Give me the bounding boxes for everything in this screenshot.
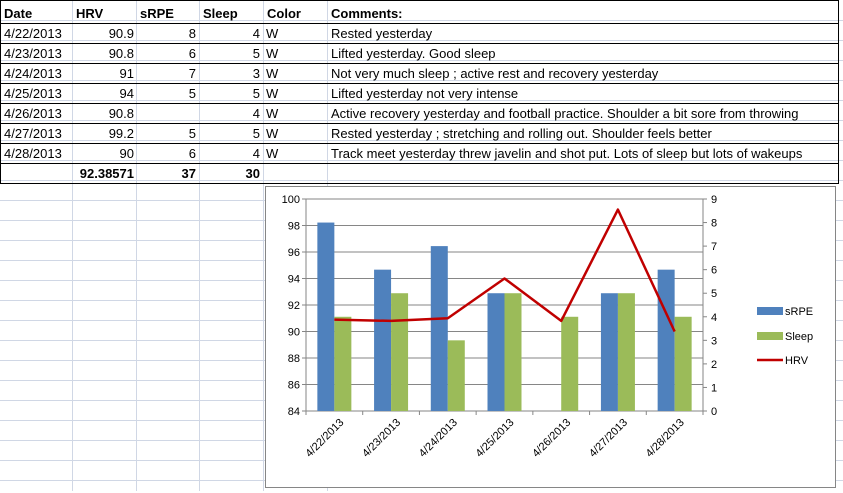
header-comments[interactable]: Comments: [331, 6, 403, 21]
cell-srpe[interactable]: 8 [188, 26, 196, 41]
cell-sleep[interactable]: 5 [252, 126, 260, 141]
cell-color[interactable]: W [266, 146, 279, 161]
legend-label: sRPE [785, 306, 813, 318]
y2-tick-label: 7 [711, 241, 717, 253]
y2-tick-label: 0 [711, 406, 717, 418]
header-date[interactable]: Date [4, 6, 33, 21]
cell-date[interactable]: 4/22/2013 [4, 26, 62, 41]
cell-srpe[interactable]: 5 [188, 86, 196, 101]
cell-srpe[interactable]: 6 [188, 46, 196, 61]
cell-comment[interactable]: Rested yesterday [331, 26, 433, 41]
y-tick-label: 86 [288, 380, 300, 392]
y-tick-label: 100 [282, 194, 300, 206]
y2-tick-label: 4 [711, 312, 717, 324]
legend: sRPE Sleep HRV [757, 306, 813, 367]
cell-sleep[interactable]: 4 [252, 26, 260, 41]
cell-color[interactable]: W [266, 86, 279, 101]
bar-srpe [317, 222, 335, 411]
legend-swatch-sleep [757, 332, 783, 340]
cell-srpe[interactable]: 6 [188, 146, 196, 161]
bar-srpe [600, 293, 618, 411]
chart-border [265, 186, 836, 488]
cell-hrv[interactable]: 90.8 [108, 106, 134, 121]
y-tick-label: 90 [288, 327, 300, 339]
y-tick-label: 88 [288, 353, 300, 365]
cell-sleep[interactable]: 4 [252, 146, 260, 161]
legend-label: HRV [785, 355, 809, 367]
bar-srpe [374, 269, 392, 411]
cell-hrv[interactable]: 91 [119, 66, 134, 81]
bar-sleep [617, 293, 635, 411]
total-sleep[interactable]: 30 [245, 166, 260, 181]
y2-tick-label: 2 [711, 359, 717, 371]
bar-srpe [657, 269, 675, 411]
y2-tick-label: 9 [711, 194, 717, 206]
y2-tick-label: 1 [711, 382, 717, 394]
cell-comment[interactable]: Lifted yesterday. Good sleep [331, 46, 496, 61]
cell-hrv[interactable]: 90.9 [108, 26, 134, 41]
y-tick-label: 84 [288, 406, 300, 418]
y-tick-label: 94 [288, 274, 300, 286]
cell-srpe[interactable]: 7 [188, 66, 196, 81]
bar-sleep [334, 316, 352, 411]
cell-color[interactable]: W [266, 66, 279, 81]
cell-date[interactable]: 4/25/2013 [4, 86, 62, 101]
cell-date[interactable]: 4/24/2013 [4, 66, 62, 81]
cell-sleep[interactable]: 3 [252, 66, 260, 81]
y2-tick-label: 6 [711, 265, 717, 277]
cell-color[interactable]: W [266, 26, 279, 41]
header-sleep[interactable]: Sleep [203, 6, 238, 21]
header-srpe[interactable]: sRPE [140, 6, 174, 21]
bar-sleep [674, 316, 692, 411]
y-tick-label: 98 [288, 221, 300, 233]
cell-comment[interactable]: Active recovery yesterday and football p… [331, 106, 799, 121]
bar-sleep [504, 293, 522, 411]
cell-hrv[interactable]: 99.2 [108, 126, 134, 141]
cell-comment[interactable]: Track meet yesterday threw javelin and s… [331, 146, 803, 161]
legend-swatch-srpe [757, 307, 783, 315]
cell-sleep[interactable]: 5 [252, 46, 260, 61]
y-tick-label: 96 [288, 247, 300, 259]
bar-sleep [447, 340, 465, 411]
cell-comment[interactable]: Rested yesterday ; stretching and rollin… [331, 126, 712, 141]
cell-date[interactable]: 4/23/2013 [4, 46, 62, 61]
cell-srpe[interactable]: 5 [188, 126, 196, 141]
y2-tick-label: 8 [711, 218, 717, 230]
header-color[interactable]: Color [267, 6, 301, 21]
y2-tick-label: 3 [711, 335, 717, 347]
total-srpe[interactable]: 37 [181, 166, 196, 181]
y2-tick-label: 5 [711, 288, 717, 300]
cell-hrv[interactable]: 90.8 [108, 46, 134, 61]
cell-date[interactable]: 4/28/2013 [4, 146, 62, 161]
bar-srpe [430, 246, 448, 411]
cell-sleep[interactable]: 4 [252, 106, 260, 121]
bar-sleep [391, 293, 409, 411]
cell-date[interactable]: 4/26/2013 [4, 106, 62, 121]
cell-comment[interactable]: Not very much sleep ; active rest and re… [331, 66, 659, 81]
cell-hrv[interactable]: 90 [119, 146, 134, 161]
cell-comment[interactable]: Lifted yesterday not very intense [331, 86, 519, 101]
cell-color[interactable]: W [266, 126, 279, 141]
bar-sleep [561, 316, 579, 411]
cell-srpe[interactable] [136, 104, 196, 124]
total-hrv[interactable]: 92.38571 [79, 166, 134, 181]
cell-hrv[interactable]: 94 [119, 86, 134, 101]
bar-srpe [487, 293, 505, 411]
cell-date[interactable]: 4/27/2013 [4, 126, 62, 141]
header-hrv[interactable]: HRV [76, 6, 104, 21]
chart[interactable]: 84 86 88 90 92 94 96 98 100 0 1 2 3 4 5 6 7 8 9 4/22/2013 4/… [265, 186, 836, 488]
cell-color[interactable]: W [266, 106, 279, 121]
cell-color[interactable]: W [266, 46, 279, 61]
y-tick-label: 92 [288, 300, 300, 312]
line-hrv [334, 208, 676, 333]
legend-label: Sleep [785, 331, 813, 343]
cell-sleep[interactable]: 5 [252, 86, 260, 101]
